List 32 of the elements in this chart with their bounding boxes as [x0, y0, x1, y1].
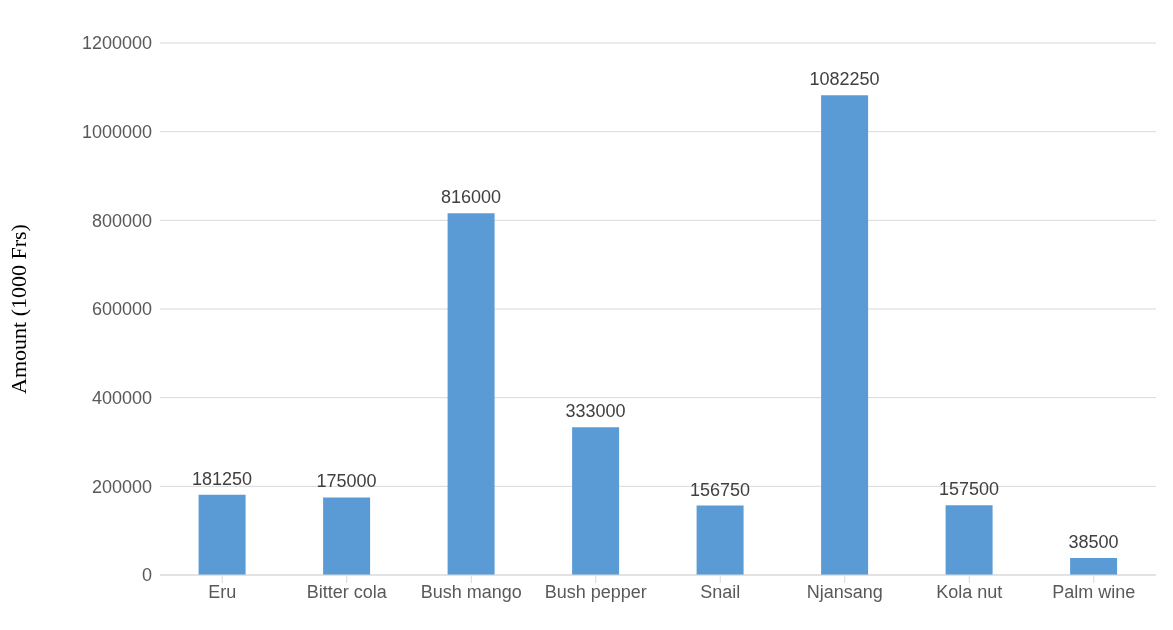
bar — [1070, 557, 1118, 575]
y-tick-label: 200000 — [91, 476, 152, 497]
bar — [198, 494, 246, 575]
y-axis-title: Amount (1000 Frs) — [5, 224, 31, 394]
x-tick-label: Eru — [208, 581, 237, 602]
x-tick-label: Palm wine — [1052, 581, 1136, 602]
bar — [821, 95, 869, 575]
data-label: 181250 — [192, 468, 253, 489]
x-tick-label: Njansang — [806, 581, 883, 602]
y-tick-label: 400000 — [91, 388, 152, 409]
x-tick-label: Bush pepper — [544, 581, 647, 602]
x-tick-label: Kola nut — [936, 581, 1003, 602]
bar — [945, 505, 993, 575]
data-label: 816000 — [441, 187, 502, 208]
y-tick-label: 0 — [141, 565, 152, 586]
bar — [447, 213, 495, 575]
y-tick-label: 800000 — [91, 210, 152, 231]
data-label: 38500 — [1068, 531, 1119, 552]
data-label: 157500 — [939, 479, 1000, 500]
data-label: 1082250 — [809, 69, 880, 90]
data-label: 333000 — [565, 401, 626, 422]
x-tick-label: Bush mango — [420, 581, 522, 602]
data-label: 156750 — [690, 479, 751, 500]
bar — [696, 505, 744, 575]
y-tick-label: 1000000 — [81, 122, 152, 143]
y-tick-label: 1200000 — [81, 33, 152, 54]
bar — [572, 427, 620, 575]
y-tick-label: 600000 — [91, 299, 152, 320]
x-tick-label: Snail — [700, 581, 741, 602]
x-tick-label: Bitter cola — [306, 581, 388, 602]
data-label: 175000 — [316, 471, 377, 492]
bar — [323, 497, 371, 575]
